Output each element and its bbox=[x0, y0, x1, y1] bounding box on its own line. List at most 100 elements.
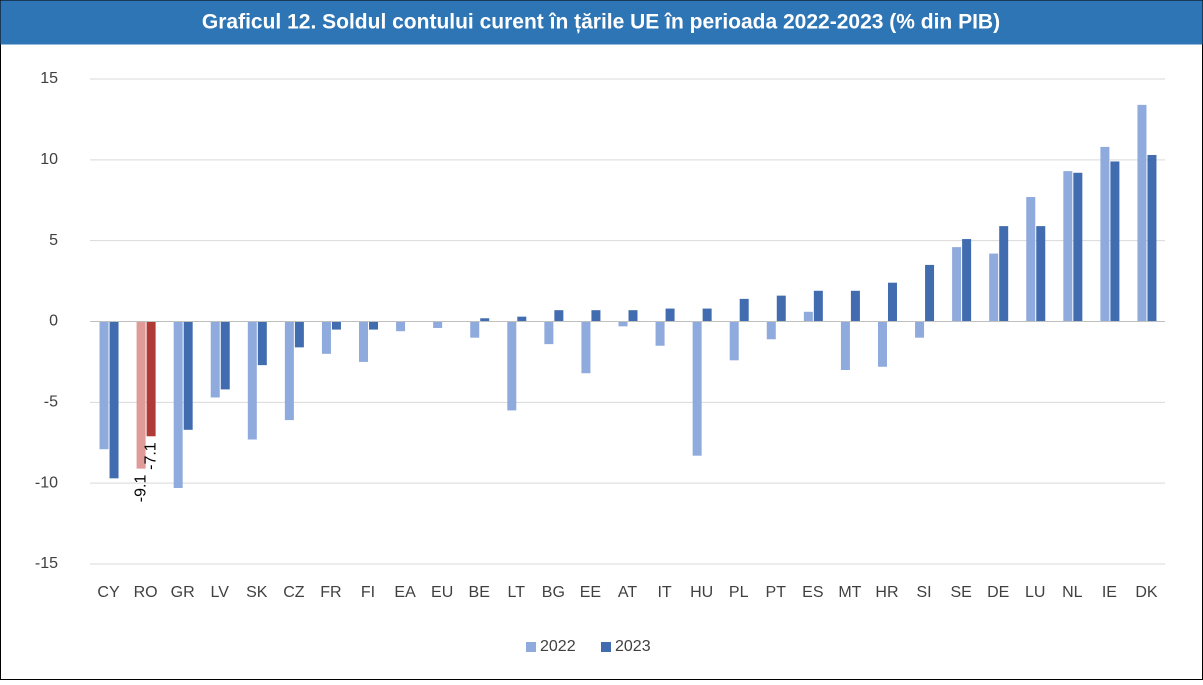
bar bbox=[136, 321, 146, 469]
bar bbox=[1036, 226, 1046, 322]
bar bbox=[331, 321, 341, 330]
x-tick-label: HU bbox=[690, 584, 713, 601]
bar bbox=[692, 321, 702, 456]
bar bbox=[359, 321, 369, 362]
bar bbox=[433, 321, 443, 328]
bar bbox=[183, 321, 193, 430]
bar bbox=[173, 321, 183, 489]
x-tick-label: MT bbox=[838, 584, 861, 601]
data-label: -7.1 bbox=[142, 442, 159, 470]
bar bbox=[618, 321, 628, 327]
bar bbox=[396, 321, 406, 332]
bar bbox=[739, 298, 749, 322]
bar bbox=[554, 310, 564, 322]
bar bbox=[803, 311, 813, 322]
x-tick-label: LU bbox=[1025, 584, 1045, 601]
x-tick-label: PT bbox=[766, 584, 787, 601]
x-tick-label: ES bbox=[802, 584, 823, 601]
bar bbox=[321, 321, 331, 354]
x-tick-label: BG bbox=[542, 584, 565, 601]
bar bbox=[999, 226, 1009, 322]
bar bbox=[581, 321, 591, 374]
bar bbox=[989, 253, 999, 322]
bar bbox=[470, 321, 480, 338]
legend-label: 2022 bbox=[540, 638, 576, 655]
bar bbox=[591, 310, 601, 322]
bar bbox=[850, 290, 860, 322]
x-tick-label: LT bbox=[508, 584, 526, 601]
x-tick-label: HR bbox=[875, 584, 898, 601]
x-tick-label: CZ bbox=[283, 584, 305, 601]
x-tick-label: PL bbox=[729, 584, 749, 601]
bar bbox=[507, 321, 517, 411]
x-tick-label: SI bbox=[916, 584, 931, 601]
bar bbox=[109, 321, 119, 479]
y-tick-label: 0 bbox=[49, 313, 58, 330]
bar bbox=[962, 239, 972, 322]
x-tick-label: DK bbox=[1135, 584, 1158, 601]
x-tick-label: GR bbox=[171, 584, 195, 601]
x-tick-label: BE bbox=[469, 584, 490, 601]
bar bbox=[1137, 104, 1147, 322]
x-tick-label: IE bbox=[1102, 584, 1117, 601]
bar bbox=[210, 321, 220, 398]
bar bbox=[294, 321, 304, 348]
y-tick-label: -5 bbox=[44, 394, 58, 411]
bar bbox=[1073, 172, 1083, 322]
x-tick-label: FI bbox=[361, 584, 375, 601]
x-tick-label: SK bbox=[246, 584, 268, 601]
y-tick-label: -10 bbox=[35, 474, 58, 491]
y-tick-label: 10 bbox=[40, 151, 58, 168]
legend-swatch bbox=[601, 642, 611, 652]
bar bbox=[877, 321, 887, 367]
bar bbox=[257, 321, 267, 366]
bar bbox=[776, 295, 786, 322]
bar bbox=[915, 321, 925, 338]
bar bbox=[729, 321, 739, 361]
bar bbox=[146, 321, 156, 437]
data-label: -9.1 bbox=[132, 475, 149, 503]
x-tick-label: RO bbox=[134, 584, 158, 601]
y-tick-label: 5 bbox=[49, 232, 58, 249]
legend-label: 2023 bbox=[615, 638, 651, 655]
legend-swatch bbox=[526, 642, 536, 652]
x-tick-label: IT bbox=[657, 584, 671, 601]
bar bbox=[655, 321, 665, 346]
bar bbox=[1100, 146, 1110, 322]
bar bbox=[1026, 197, 1036, 322]
bar bbox=[544, 321, 554, 345]
x-tick-label: LV bbox=[211, 584, 230, 601]
x-tick-label: EE bbox=[580, 584, 601, 601]
chart-title: Graficul 12. Soldul contului curent în ț… bbox=[202, 11, 1000, 34]
bar bbox=[480, 318, 490, 322]
bar bbox=[665, 308, 675, 322]
x-tick-label: AT bbox=[618, 584, 637, 601]
bar bbox=[1110, 161, 1120, 322]
x-tick-label: EA bbox=[394, 584, 416, 601]
y-tick-label: 15 bbox=[40, 70, 58, 87]
x-tick-label: CY bbox=[97, 584, 120, 601]
x-tick-label: NL bbox=[1062, 584, 1083, 601]
x-tick-label: DE bbox=[987, 584, 1009, 601]
bar bbox=[766, 321, 776, 340]
y-tick-label: -15 bbox=[35, 555, 58, 572]
bar bbox=[952, 247, 962, 322]
bar bbox=[702, 308, 712, 322]
x-tick-label: EU bbox=[431, 584, 453, 601]
bar bbox=[517, 316, 527, 322]
bar bbox=[220, 321, 230, 390]
bar bbox=[887, 282, 897, 322]
bar bbox=[840, 321, 850, 370]
x-tick-label: FR bbox=[320, 584, 341, 601]
bar bbox=[813, 290, 823, 322]
bar bbox=[1147, 154, 1157, 322]
bar bbox=[99, 321, 109, 450]
bar bbox=[284, 321, 294, 421]
x-tick-label: SE bbox=[950, 584, 971, 601]
title-bar bbox=[0, 0, 1203, 45]
bar bbox=[925, 264, 935, 322]
bar bbox=[1063, 171, 1073, 322]
bar bbox=[369, 321, 379, 330]
